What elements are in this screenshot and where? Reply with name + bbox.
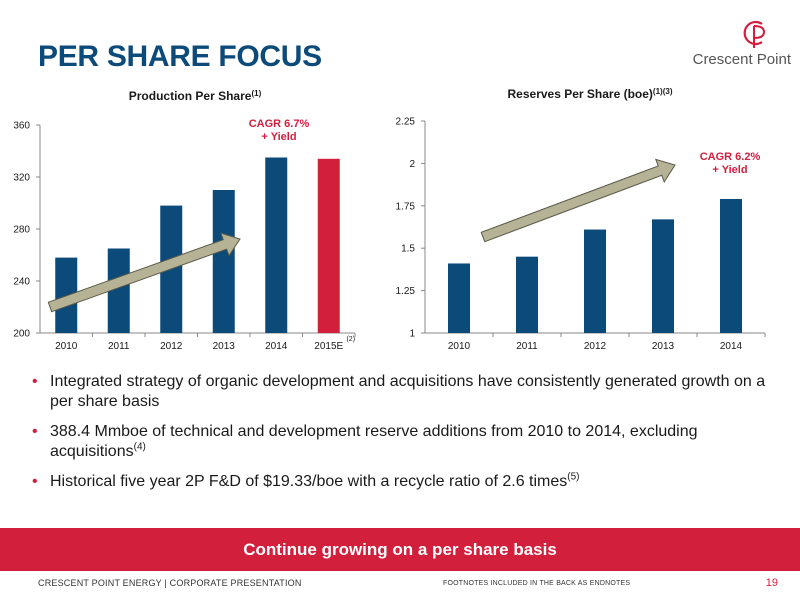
- chart-title-footnote: (1): [251, 89, 261, 98]
- bullet-item: • 388.4 Mmboe of technical and developme…: [30, 422, 770, 462]
- trend-arrow-icon: [47, 232, 241, 313]
- x-tick-label: 2014: [265, 341, 288, 352]
- bullet-dot: •: [32, 423, 38, 440]
- bullet-dot: •: [32, 373, 38, 390]
- summary-banner: Continue growing on a per share basis: [0, 528, 800, 571]
- y-tick-label: 1: [409, 329, 415, 340]
- x-tick-label: 2014: [720, 341, 743, 352]
- x-tick-label: 2015E: [314, 341, 343, 352]
- crescent-logo-icon: [743, 20, 766, 48]
- production-chart: Production Per Share(1) 200 240 280 320 360 20…: [0, 85, 370, 360]
- page-title: PER SHARE FOCUS: [38, 40, 322, 73]
- bar-2010: [55, 257, 78, 333]
- x-tick-label: 2010: [55, 341, 78, 352]
- x-tick-label: 2013: [213, 341, 236, 352]
- footer-company: CRESCENT POINT ENERGY | CORPORATE PRESEN…: [38, 578, 302, 588]
- bullet-item: • Historical five year 2P F&D of $19.33/…: [30, 472, 770, 492]
- cagr-annotation: CAGR 6.7%: [249, 118, 310, 130]
- cagr-annotation: CAGR 6.2%: [700, 151, 761, 163]
- cagr-annotation: + Yield: [261, 131, 296, 143]
- bullet-text: Integrated strategy of organic developme…: [50, 373, 766, 410]
- bullet-footnote: (5): [567, 471, 580, 483]
- trend-arrow-icon: [480, 158, 676, 243]
- y-tick-label: 2: [409, 159, 415, 170]
- bar-2014: [265, 157, 288, 333]
- chart-title-footnote: (1)(3): [653, 87, 673, 96]
- reserves-chart: Reserves Per Share (boe)(1)(3) 1 1.25 1.5 1.…: [385, 85, 785, 360]
- bar-2010: [448, 263, 470, 333]
- x-tick-label: 2011: [108, 341, 130, 352]
- bullet-item: • Integrated strategy of organic develop…: [30, 372, 770, 412]
- bar-2011: [516, 256, 538, 333]
- y-tick-label: 1.75: [396, 201, 416, 212]
- bullet-dot: •: [32, 473, 38, 490]
- bullet-list: • Integrated strategy of organic develop…: [30, 372, 770, 502]
- x-tick-label: 2011: [516, 341, 538, 352]
- bar-2012: [584, 229, 606, 333]
- x-tick-label: 2012: [584, 341, 607, 352]
- reserves-chart-svg: Reserves Per Share (boe)(1)(3) 1 1.25 1.5 1.…: [396, 87, 766, 352]
- bar-2015E: [317, 158, 340, 333]
- footer-endnotes: FOOTNOTES INCLUDED IN THE BACK AS ENDNOT…: [443, 580, 631, 587]
- x-tick-label: 2012: [160, 341, 183, 352]
- y-tick-label: 280: [13, 225, 30, 236]
- y-tick-label: 240: [13, 277, 30, 288]
- bar-2014: [720, 199, 742, 333]
- y-tick-label: 1.5: [401, 244, 415, 255]
- y-tick-label: 1.25: [396, 286, 416, 297]
- bullet-text: 388.4 Mmboe of technical and development…: [50, 423, 698, 460]
- x-tick-label: 2013: [652, 341, 675, 352]
- logo-text: Crescent Point: [692, 51, 791, 68]
- x-tick-footnote: (2): [346, 336, 355, 343]
- y-tick-label: 2.25: [396, 117, 416, 128]
- y-tick-label: 360: [13, 121, 30, 132]
- company-logo: Crescent Point: [665, 18, 795, 78]
- y-tick-label: 320: [13, 173, 30, 184]
- bar-2013: [212, 190, 235, 333]
- production-chart-svg: Production Per Share(1) 200 240 280 320 360 20…: [13, 89, 356, 352]
- footer: CRESCENT POINT ENERGY | CORPORATE PRESEN…: [0, 577, 800, 592]
- bar-2011: [107, 248, 130, 333]
- bar-2013: [652, 219, 674, 333]
- y-tick-label: 200: [13, 329, 30, 340]
- x-tick-label: 2010: [448, 341, 471, 352]
- chart-title: Production Per Share(1): [129, 89, 262, 104]
- page-number: 19: [765, 577, 778, 589]
- cagr-annotation: + Yield: [712, 164, 747, 176]
- bullet-footnote: (4): [133, 441, 146, 453]
- bullet-text: Historical five year 2P F&D of $19.33/bo…: [50, 473, 568, 490]
- chart-title: Reserves Per Share (boe)(1)(3): [508, 87, 673, 102]
